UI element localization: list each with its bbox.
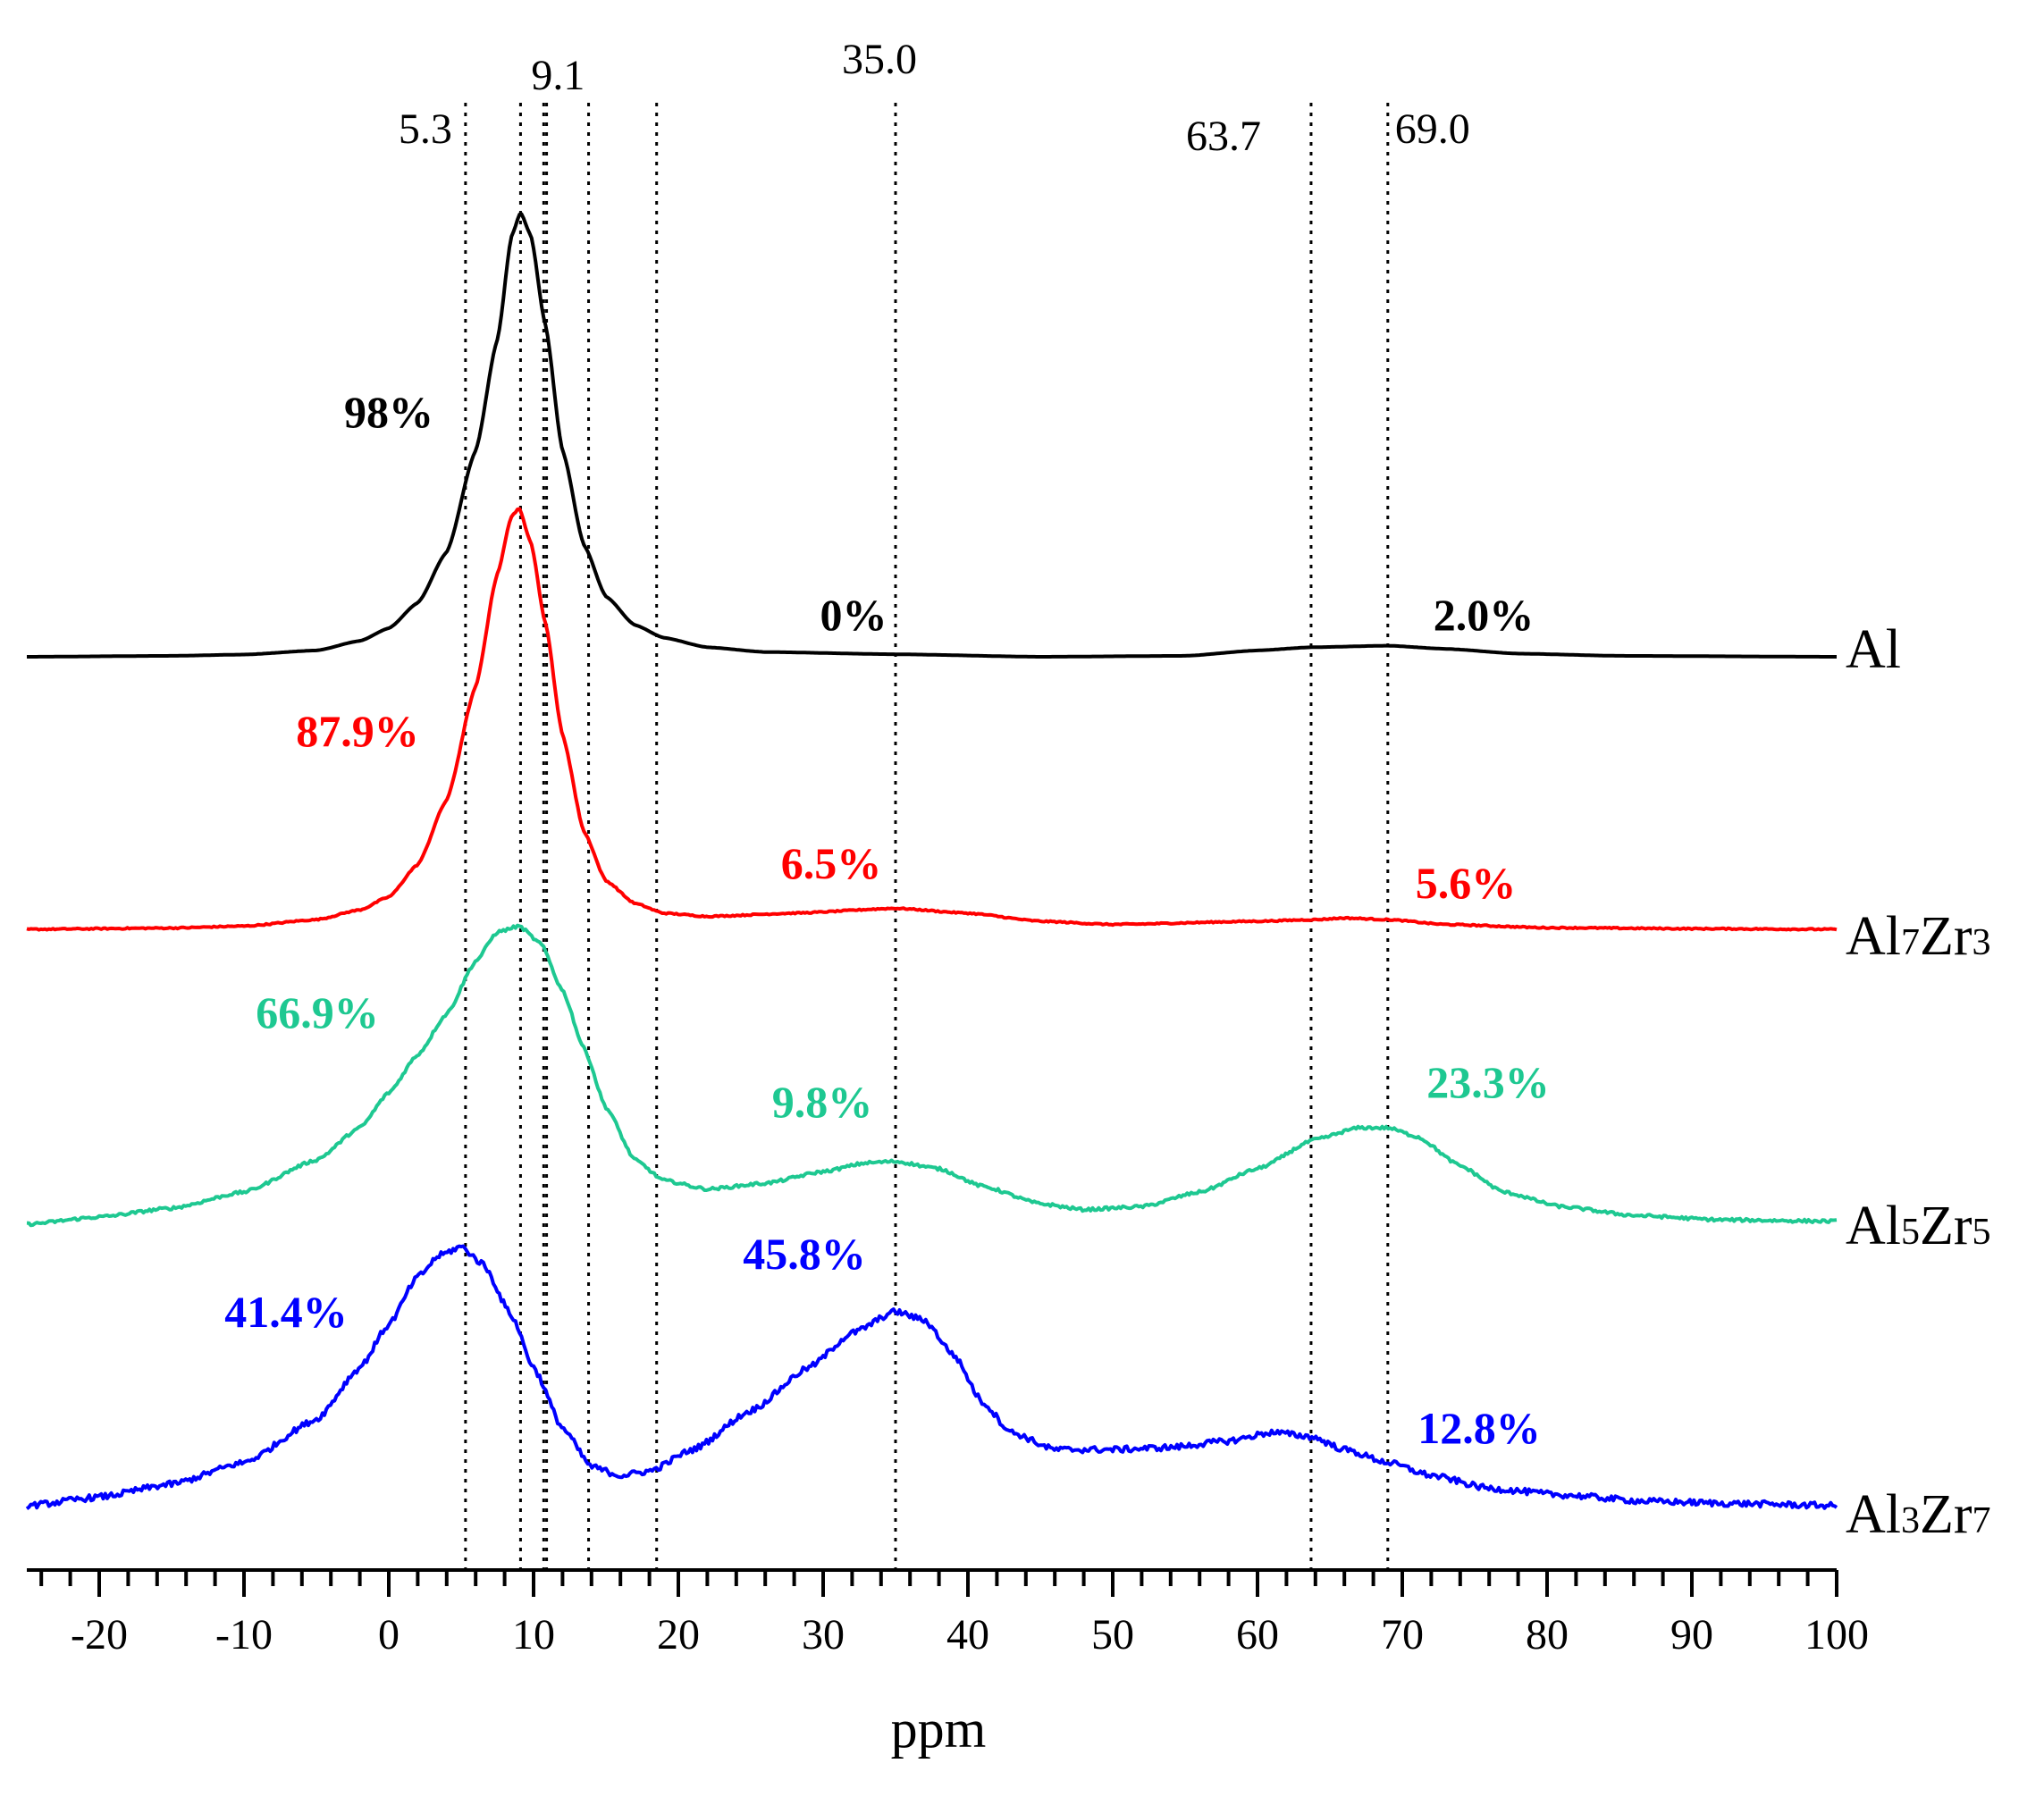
reference-labels: 5.3 9.1 35.0 63.7 69.0 — [399, 36, 1470, 160]
x-tick-label: -10 — [215, 1611, 273, 1658]
x-tick-label: 100 — [1804, 1611, 1869, 1658]
x-tick-label: 60 — [1236, 1611, 1279, 1658]
reference-label: 5.3 — [399, 105, 452, 153]
series-line-al3zr7 — [25, 1244, 1838, 1511]
series-line-al5zr5 — [26, 923, 1838, 1228]
percentage-annotation: 0% — [820, 590, 887, 640]
series-labels: Al Al7Zr3 Al5Zr5 Al3Zr7 — [1846, 619, 1991, 1545]
x-tick-label: 40 — [946, 1611, 989, 1658]
percentage-annotation: 5.6% — [1416, 858, 1517, 908]
percentage-annotation: 2.0% — [1434, 590, 1535, 640]
percentage-annotations: 98% 0% 2.0% 87.9% 6.5% 5.6% 66.9% 9.8% 23.3% 41.4… — [224, 387, 1550, 1453]
x-tick-label: 10 — [512, 1611, 555, 1658]
x-tick-label: 70 — [1381, 1611, 1424, 1658]
series-label-al5zr5: Al5Zr5 — [1846, 1196, 1991, 1256]
percentage-annotation: 41.4% — [224, 1287, 348, 1337]
x-tick-label: 30 — [802, 1611, 845, 1658]
x-tick-label: 0 — [378, 1611, 400, 1658]
percentage-annotation: 87.9% — [296, 706, 419, 756]
percentage-annotation: 9.8% — [772, 1077, 873, 1127]
reference-label: 69.0 — [1395, 105, 1470, 153]
series-line-al7zr3 — [26, 507, 1838, 932]
x-tick-label: 50 — [1091, 1611, 1134, 1658]
percentage-annotation: 98% — [344, 387, 433, 437]
series-label-al3zr7: Al3Zr7 — [1846, 1484, 1991, 1545]
series-label-al: Al — [1846, 619, 1901, 680]
spectra-series — [25, 212, 1838, 1511]
series-label-al7zr3: Al7Zr3 — [1846, 906, 1991, 967]
reference-lines — [464, 103, 1390, 1570]
percentage-annotation: 45.8% — [743, 1229, 866, 1279]
percentage-annotation: 23.3% — [1426, 1057, 1550, 1107]
reference-label: 9.1 — [531, 52, 585, 99]
x-tick-label: 20 — [657, 1611, 700, 1658]
x-tick-label: -20 — [71, 1611, 128, 1658]
x-axis: -20 -10 0 10 20 30 40 50 60 70 80 90 100 — [27, 1568, 1869, 1658]
percentage-annotation: 12.8% — [1417, 1403, 1541, 1453]
x-tick-label: 80 — [1526, 1611, 1569, 1658]
series-line-al — [27, 212, 1837, 659]
percentage-annotation: 6.5% — [781, 838, 882, 888]
reference-label: 35.0 — [842, 36, 917, 83]
x-tick-label: 90 — [1670, 1611, 1713, 1658]
percentage-annotation: 66.9% — [256, 987, 379, 1037]
x-axis-title: ppm — [891, 1700, 987, 1759]
reference-label: 63.7 — [1186, 113, 1261, 160]
